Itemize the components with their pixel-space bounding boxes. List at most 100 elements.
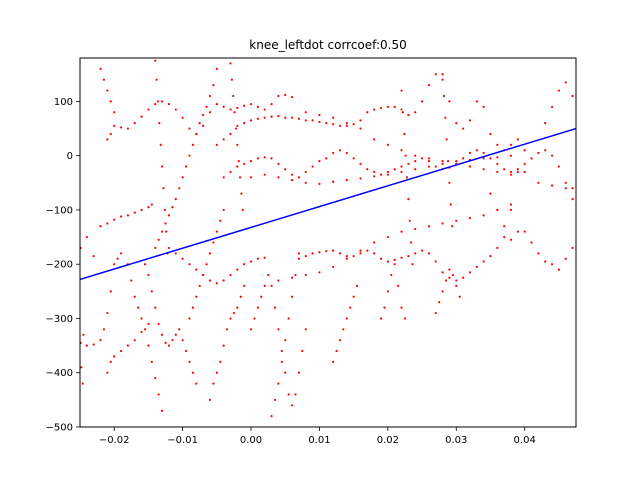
- data-point-0-339: [109, 100, 112, 103]
- data-point-0-444: [516, 230, 519, 233]
- data-point-0-187: [345, 122, 348, 125]
- data-point-0-266: [263, 256, 266, 259]
- data-point-0-5: [113, 218, 116, 221]
- data-point-0-148: [503, 168, 506, 171]
- data-point-0-191: [400, 149, 403, 152]
- data-point-0-123: [332, 151, 335, 155]
- data-point-0-243: [468, 271, 472, 274]
- data-point-0-393: [280, 360, 283, 363]
- data-point-0-137: [427, 160, 431, 163]
- data-point-0-40: [147, 108, 150, 111]
- data-point-0-214: [468, 216, 472, 220]
- data-point-0-424: [401, 111, 405, 114]
- data-point-0-358: [229, 317, 232, 320]
- data-point-0-14: [92, 343, 95, 346]
- data-point-0-268: [530, 241, 533, 244]
- data-point-0-375: [256, 306, 259, 309]
- data-point-0-330: [159, 143, 162, 146]
- data-point-0-309: [161, 230, 164, 233]
- data-point-0-43: [167, 103, 171, 106]
- data-point-0-194: [441, 160, 444, 163]
- data-point-0-270: [544, 260, 547, 263]
- data-point-0-161: [277, 176, 280, 179]
- data-point-0-235: [414, 252, 417, 255]
- data-point-0-357: [225, 328, 229, 331]
- data-point-0-251: [523, 149, 526, 152]
- data-point-0-95: [441, 78, 444, 81]
- data-point-0-8: [133, 211, 136, 214]
- data-point-0-146: [489, 157, 492, 160]
- data-point-0-59: [277, 94, 280, 98]
- data-point-0-108: [229, 170, 232, 174]
- data-point-0-196: [468, 165, 472, 168]
- data-point-0-31: [140, 330, 143, 334]
- data-point-0-426: [404, 154, 407, 157]
- data-point-0-322: [205, 105, 208, 108]
- data-point-0-435: [445, 138, 448, 141]
- data-point-0-33: [106, 138, 109, 141]
- data-point-0-303: [184, 349, 188, 353]
- data-point-0-376: [260, 295, 263, 298]
- data-point-0-290: [161, 409, 164, 412]
- data-point-0-423: [400, 89, 403, 92]
- data-point-0-386: [294, 393, 297, 396]
- data-point-0-67: [249, 119, 253, 122]
- data-point-0-336: [99, 67, 102, 70]
- data-point-0-389: [304, 328, 307, 331]
- data-point-0-361: [239, 295, 242, 298]
- data-point-0-179: [523, 170, 526, 174]
- data-point-0-337: [102, 78, 106, 81]
- data-point-0-210: [414, 227, 417, 231]
- data-point-0-60: [284, 93, 287, 96]
- data-point-0-377: [263, 284, 266, 288]
- data-point-0-94: [434, 73, 437, 76]
- data-point-0-302: [181, 339, 184, 342]
- x-axis: −0.02 −0.01 0.00 0.01 0.02 0.03 0.04: [99, 427, 536, 446]
- data-point-0-54: [243, 104, 246, 107]
- data-point-0-129: [373, 170, 376, 174]
- data-point-0-236: [420, 249, 424, 252]
- data-point-0-112: [256, 157, 259, 160]
- data-point-0-167: [359, 177, 362, 180]
- data-point-0-199: [509, 173, 513, 176]
- data-point-0-417: [441, 290, 444, 293]
- data-point-0-371: [240, 192, 243, 195]
- data-point-0-272: [557, 268, 561, 271]
- data-point-0-152: [530, 157, 533, 160]
- data-point-0-17: [106, 311, 109, 315]
- data-point-0-238: [434, 260, 437, 263]
- data-point-0-278: [564, 81, 567, 84]
- data-point-0-4: [106, 222, 109, 225]
- data-point-0-329: [158, 122, 161, 125]
- data-point-0-84: [366, 111, 369, 114]
- data-point-0-367: [234, 127, 238, 130]
- data-point-0-338: [106, 89, 109, 92]
- data-point-0-364: [230, 78, 233, 81]
- data-point-0-188: [359, 127, 362, 130]
- data-point-0-385: [290, 404, 294, 407]
- data-point-0-230: [379, 257, 383, 260]
- data-point-0-26: [109, 360, 112, 363]
- data-point-0-317: [188, 154, 191, 157]
- data-point-0-181: [550, 184, 554, 187]
- data-point-0-39: [140, 115, 143, 118]
- data-point-0-50: [215, 103, 218, 106]
- data-point-0-422: [458, 295, 461, 298]
- data-point-0-206: [359, 249, 362, 252]
- data-point-0-98: [462, 127, 465, 130]
- points-layer: [80, 59, 574, 418]
- y-tick-label: −300: [46, 314, 73, 325]
- data-point-0-183: [571, 187, 574, 190]
- data-point-0-211: [427, 225, 431, 228]
- data-point-0-297: [164, 341, 167, 344]
- data-point-0-200: [277, 279, 280, 282]
- data-point-0-262: [236, 268, 239, 271]
- data-point-0-105: [509, 143, 513, 146]
- data-point-0-428: [407, 197, 410, 201]
- data-point-0-106: [516, 138, 519, 141]
- data-point-0-16: [102, 328, 106, 331]
- data-point-0-177: [496, 156, 499, 159]
- data-point-0-204: [332, 265, 335, 269]
- data-point-0-350: [219, 219, 222, 222]
